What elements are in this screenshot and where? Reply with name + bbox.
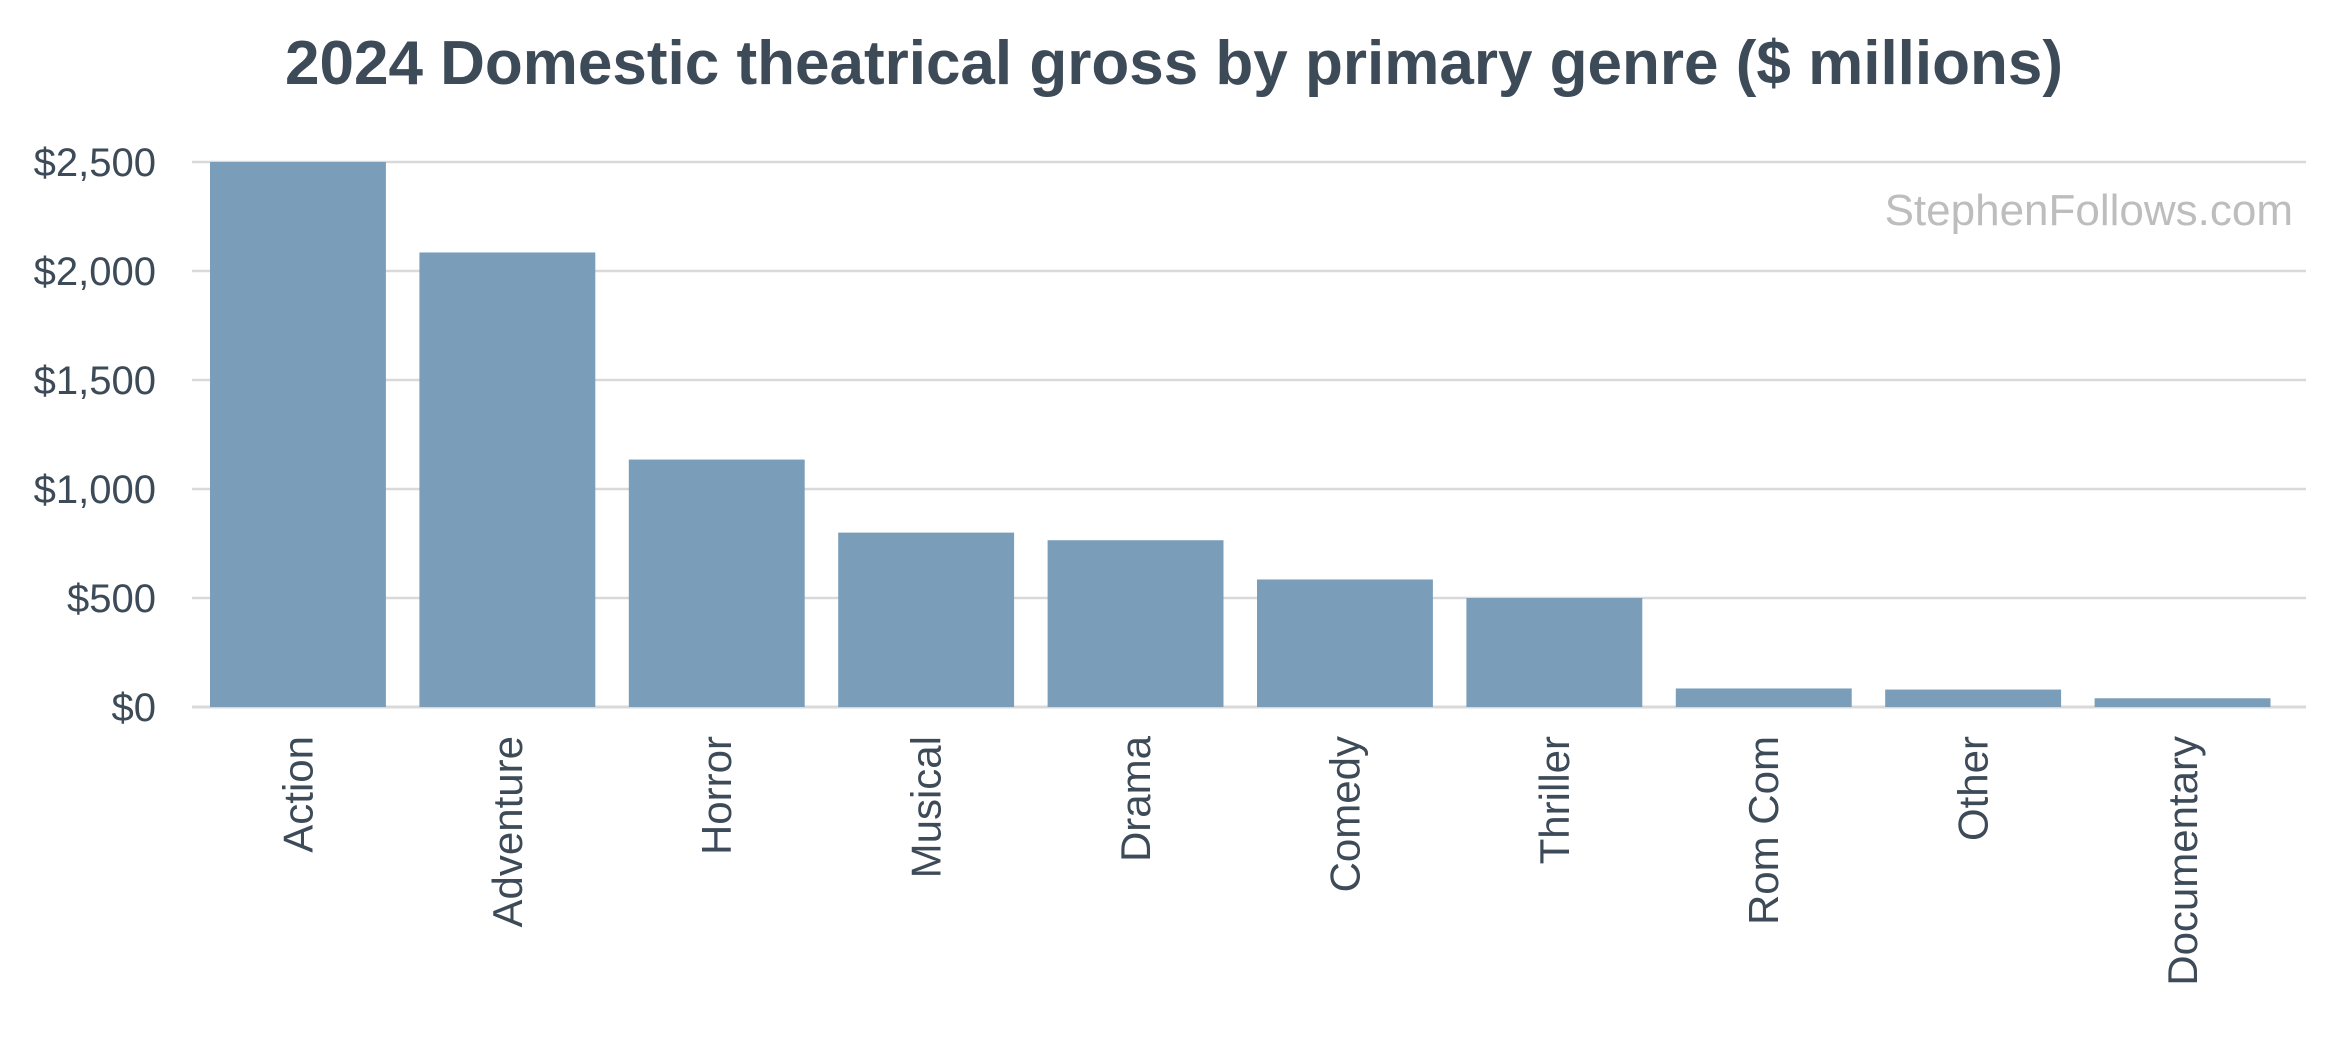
y-tick-label: $2,500 bbox=[34, 141, 156, 185]
x-category-label: Drama bbox=[1112, 735, 1159, 862]
y-tick-label: $0 bbox=[112, 686, 157, 730]
x-category-label: Thriller bbox=[1531, 736, 1578, 864]
x-category-label: Comedy bbox=[1321, 736, 1368, 892]
x-category-label: Horror bbox=[693, 736, 740, 855]
bar-rom-com bbox=[1675, 688, 1852, 707]
chart-title: 2024 Domestic theatrical gross by primar… bbox=[285, 29, 2063, 98]
x-category-label: Rom Com bbox=[1740, 736, 1787, 925]
watermark-text: StephenFollows.com bbox=[1885, 186, 2293, 235]
x-category-label: Other bbox=[1950, 736, 1997, 841]
x-axis-category-labels: Action Adventure Horror Musical Drama Comedy T… bbox=[274, 735, 2206, 985]
bar-adventure bbox=[419, 252, 596, 707]
x-category-label: Action bbox=[274, 736, 321, 853]
y-tick-label: $1,000 bbox=[34, 468, 156, 512]
bar-drama bbox=[1047, 540, 1224, 707]
bar-thriller bbox=[1466, 598, 1643, 707]
bar-comedy bbox=[1257, 579, 1433, 707]
bar-other bbox=[1885, 689, 2062, 707]
x-category-label: Documentary bbox=[2159, 736, 2206, 986]
bar-horror bbox=[628, 459, 805, 707]
y-axis-tick-labels: $0 $500 $1,000 $1,500 $2,000 $2,500 bbox=[34, 141, 156, 730]
bar-documentary bbox=[2094, 698, 2271, 707]
bars bbox=[210, 162, 2271, 707]
x-category-label: Adventure bbox=[484, 736, 531, 927]
y-tick-label: $500 bbox=[67, 577, 156, 621]
x-category-label: Musical bbox=[903, 736, 950, 878]
y-tick-label: $2,000 bbox=[34, 250, 156, 294]
bar-action bbox=[210, 162, 386, 707]
y-tick-label: $1,500 bbox=[34, 359, 156, 403]
bar-musical bbox=[838, 532, 1015, 707]
